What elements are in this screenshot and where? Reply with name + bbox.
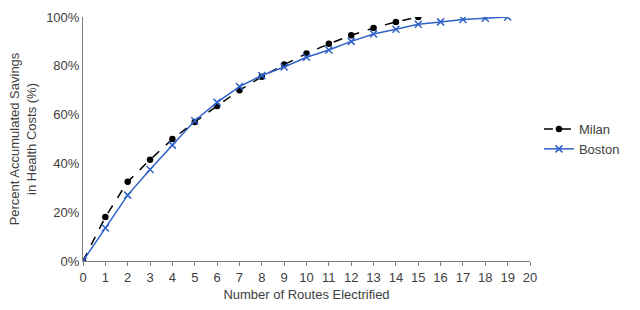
svg-text:0: 0 xyxy=(79,270,86,285)
svg-text:15: 15 xyxy=(411,270,425,285)
svg-text:11: 11 xyxy=(322,270,336,285)
svg-text:19: 19 xyxy=(500,270,514,285)
svg-text:4: 4 xyxy=(169,270,176,285)
svg-text:13: 13 xyxy=(366,270,380,285)
svg-text:80%: 80% xyxy=(53,58,79,73)
svg-text:6: 6 xyxy=(213,270,220,285)
svg-text:Percent Accumulated Savingsin: Percent Accumulated Savingsin Health Cos… xyxy=(7,52,39,225)
svg-text:20: 20 xyxy=(523,270,537,285)
svg-text:5: 5 xyxy=(191,270,198,285)
svg-text:8: 8 xyxy=(258,270,265,285)
svg-text:Milan: Milan xyxy=(579,122,610,137)
svg-text:2: 2 xyxy=(124,270,131,285)
svg-text:60%: 60% xyxy=(53,107,79,122)
svg-text:1: 1 xyxy=(102,270,109,285)
svg-text:40%: 40% xyxy=(53,156,79,171)
svg-text:10: 10 xyxy=(299,270,313,285)
svg-text:7: 7 xyxy=(236,270,243,285)
svg-text:18: 18 xyxy=(478,270,492,285)
svg-text:14: 14 xyxy=(389,270,403,285)
svg-text:0%: 0% xyxy=(61,254,80,269)
svg-text:9: 9 xyxy=(281,270,288,285)
svg-text:3: 3 xyxy=(146,270,153,285)
svg-text:Number of Routes Electrified: Number of Routes Electrified xyxy=(223,287,389,302)
svg-text:16: 16 xyxy=(433,270,447,285)
svg-text:20%: 20% xyxy=(53,205,79,220)
svg-text:100%: 100% xyxy=(46,10,80,25)
svg-text:17: 17 xyxy=(456,270,470,285)
svg-text:12: 12 xyxy=(344,270,358,285)
svg-text:Boston: Boston xyxy=(579,142,619,157)
